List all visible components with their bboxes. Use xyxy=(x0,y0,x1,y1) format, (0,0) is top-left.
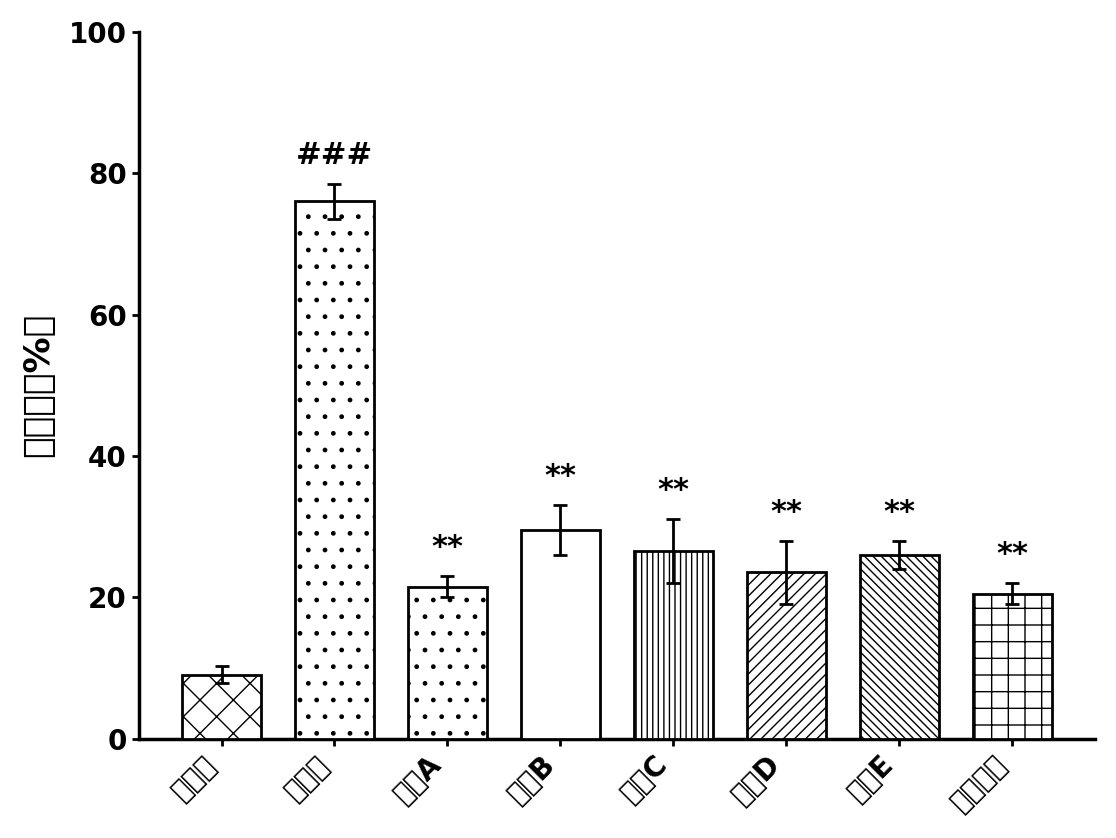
Bar xyxy=(295,201,374,738)
Bar xyxy=(408,587,487,738)
Y-axis label: 死亡率（%）: 死亡率（%） xyxy=(21,313,55,458)
Bar xyxy=(859,555,939,738)
Bar xyxy=(521,530,600,738)
Bar xyxy=(634,551,713,738)
Text: **: ** xyxy=(545,463,576,491)
Text: ###: ### xyxy=(296,141,373,169)
Text: **: ** xyxy=(657,476,690,505)
Text: **: ** xyxy=(883,498,915,526)
Text: **: ** xyxy=(770,498,802,526)
Bar xyxy=(973,593,1051,738)
Bar xyxy=(182,675,261,738)
Text: **: ** xyxy=(997,540,1028,569)
Bar xyxy=(747,572,826,738)
Text: **: ** xyxy=(432,533,463,561)
